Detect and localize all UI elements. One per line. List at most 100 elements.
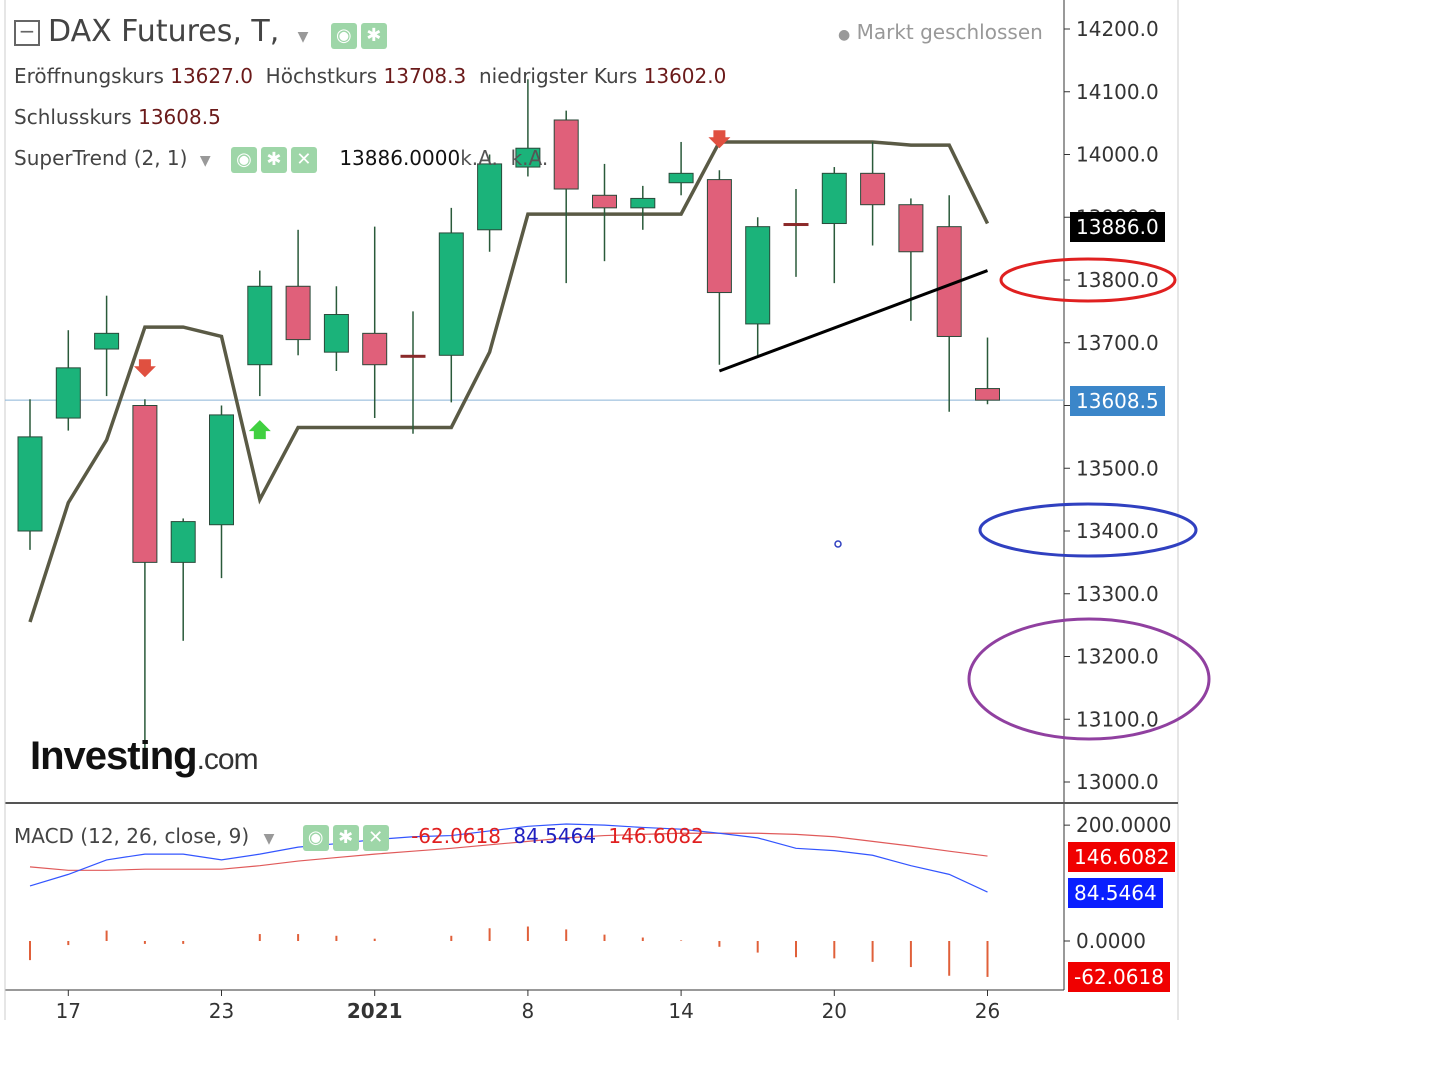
price-tick-label: 13700.0: [1076, 331, 1159, 355]
candle-body: [821, 172, 847, 225]
candle-body: [860, 172, 886, 206]
macd-label[interactable]: MACD (12, 26, close, 9): [14, 824, 250, 848]
price-axis: 14200.014100.014000.013900.013800.013700…: [1064, 17, 1159, 794]
eye-icon[interactable]: ◉: [230, 146, 257, 173]
eye-icon[interactable]: ◉: [330, 22, 357, 49]
sell-arrow-icon: [133, 359, 156, 378]
candle[interactable]: [132, 399, 158, 757]
close-icon[interactable]: ✕: [290, 146, 317, 173]
candle[interactable]: [936, 195, 962, 412]
hist-badge: -62.0618: [1068, 962, 1170, 992]
candle-body: [132, 405, 158, 563]
candle[interactable]: [477, 154, 503, 252]
candle-body: [630, 197, 656, 209]
open-value: 13627.0: [170, 64, 253, 88]
candle-body: [17, 436, 43, 532]
candle[interactable]: [783, 189, 809, 277]
candle[interactable]: [17, 399, 43, 550]
macd-line: [29, 823, 988, 893]
macd-histogram: [29, 926, 989, 977]
price-tick-label: 13500.0: [1076, 456, 1159, 480]
candle[interactable]: [745, 217, 771, 356]
candle[interactable]: [860, 141, 886, 246]
chevron-down-icon[interactable]: ▼: [297, 29, 309, 45]
candle-body: [209, 414, 234, 526]
candle[interactable]: [515, 79, 541, 177]
price-tick-label: 14100.0: [1076, 80, 1159, 104]
ohlc-line: Eröffnungskurs 13627.0 Höchstkurs 13708.…: [14, 64, 726, 88]
trendline[interactable]: [718, 269, 989, 373]
open-label: Eröffnungskurs: [14, 64, 164, 88]
annotation-dot: [834, 540, 842, 548]
candle[interactable]: [400, 311, 426, 434]
time-tick-label: 20: [822, 999, 847, 1023]
chart-header: − DAX Futures, T, ▼ ◉ ✱: [14, 14, 391, 49]
time-tick-label: 23: [209, 999, 234, 1023]
candle-body: [400, 354, 426, 358]
candle[interactable]: [553, 110, 579, 284]
status-dot-icon: ●: [838, 27, 851, 43]
market-status: ● Markt geschlossen: [838, 20, 1043, 44]
candle[interactable]: [975, 337, 1000, 405]
candle[interactable]: [630, 185, 656, 230]
macd-legend: MACD (12, 26, close, 9) ▼ ◉ ✱ ✕ -62.0618 8…: [14, 824, 704, 851]
candle[interactable]: [247, 270, 273, 397]
price-tick-label: 13400.0: [1076, 519, 1159, 543]
candle[interactable]: [362, 226, 388, 419]
candle[interactable]: [821, 167, 847, 284]
instrument-title[interactable]: DAX Futures, T,: [48, 14, 280, 49]
macd-axis: 200.0000 0.0000: [1064, 813, 1171, 953]
candle[interactable]: [706, 170, 732, 365]
eye-icon[interactable]: ◉: [302, 824, 329, 851]
collapse-icon[interactable]: −: [14, 19, 40, 46]
chevron-down-icon[interactable]: ▼: [199, 153, 211, 169]
macd-signal-value: 146.6082: [608, 824, 704, 848]
price-tick-label: 13200.0: [1076, 645, 1159, 669]
candle-body: [362, 332, 388, 366]
candle[interactable]: [55, 330, 81, 431]
candle[interactable]: [898, 198, 924, 321]
candle[interactable]: [170, 518, 196, 641]
candle[interactable]: [94, 295, 120, 397]
candle-body: [975, 388, 1000, 401]
gear-icon[interactable]: ✱: [260, 146, 287, 173]
chevron-down-icon[interactable]: ▼: [263, 831, 275, 847]
candle[interactable]: [285, 229, 311, 356]
candle[interactable]: [438, 207, 464, 403]
supertrend-label[interactable]: SuperTrend (2, 1): [14, 146, 188, 170]
signal-badge: 146.6082: [1068, 842, 1176, 872]
macd-tick-label: 200.0000: [1076, 813, 1171, 837]
low-label: niedrigster Kurs: [478, 64, 638, 88]
candle-body: [898, 204, 924, 253]
macd-value: 84.5464: [513, 824, 597, 848]
price-tick-label: 14000.0: [1076, 143, 1159, 167]
candle-body: [553, 119, 579, 190]
time-tick-label: 17: [56, 999, 81, 1023]
close-icon[interactable]: ✕: [362, 824, 389, 851]
investing-logo: Investing.com: [30, 734, 259, 779]
supertrend-na-2: k.A.: [510, 146, 549, 170]
candle-body: [592, 194, 617, 209]
time-axis: 17 23 2021 8 14 20 26: [56, 990, 1000, 1023]
close-value: 13608.5: [138, 105, 221, 129]
price-tick-label: 13800.0: [1076, 268, 1159, 292]
candle-body: [285, 285, 311, 341]
candle-body: [438, 232, 464, 356]
gear-icon[interactable]: ✱: [332, 824, 359, 851]
candle-body: [477, 163, 503, 231]
price-tick-label: 13000.0: [1076, 770, 1159, 794]
candle[interactable]: [592, 163, 617, 262]
candle-body: [323, 314, 349, 353]
macd-badge: 84.5464: [1068, 878, 1163, 908]
candle[interactable]: [209, 405, 234, 579]
gear-icon[interactable]: ✱: [360, 22, 387, 49]
buy-arrow-icon: [248, 420, 271, 440]
candle[interactable]: [323, 286, 349, 371]
candle-body: [783, 223, 809, 227]
candle[interactable]: [668, 141, 694, 196]
time-tick-label: 14: [668, 999, 693, 1023]
low-value: 13602.0: [643, 64, 727, 88]
supertrend-line: [28, 140, 990, 623]
candle-body: [94, 332, 120, 350]
